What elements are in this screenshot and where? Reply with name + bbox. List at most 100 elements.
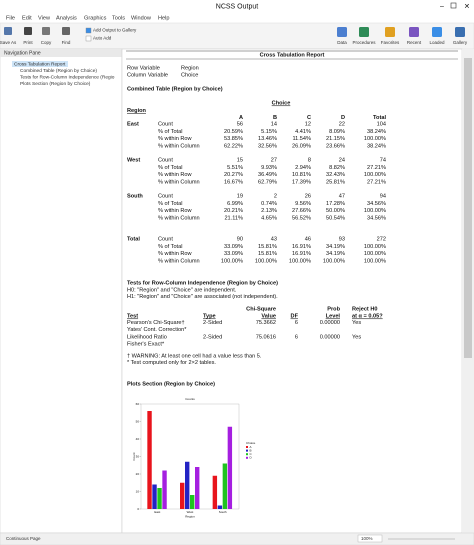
table-cell: 50.54% [326,215,345,221]
table-cell: 19 [237,193,243,199]
menu-item[interactable]: Window [131,15,152,21]
toolbar-button-label[interactable]: Copy [41,40,52,45]
menu-item[interactable]: Graphics [84,15,107,21]
zoom-level[interactable]: 100% [361,536,373,541]
footnote: * Test computed only for 2×2 tables. [127,360,216,366]
gallery-option[interactable]: Auto Add [93,36,112,41]
table-cell: 90 [237,236,243,242]
nav-item[interactable]: Plots Section (Region by Choice) [20,81,91,87]
table-cell: 33.09% [224,251,243,257]
test-header: Prob [327,306,340,312]
test-header: Type [203,313,216,319]
menu-item[interactable]: Edit [22,15,32,21]
section-title: Combined Table (Region by Choice) [127,86,223,92]
zoom-box[interactable] [357,534,383,543]
menu-item[interactable]: Help [158,15,170,21]
variable-name: Row Variable [127,65,160,71]
stat-label: % within Row [158,172,193,178]
toolbar-button-label[interactable]: Data [337,40,347,45]
toolbar-icon[interactable] [42,27,50,35]
toolbar-icon[interactable] [455,27,465,37]
column-header: A [239,115,243,121]
toolbar-button-label[interactable]: Recent [407,40,422,45]
toolbar-icon[interactable] [359,27,369,37]
minimize-button[interactable]: – [440,3,444,10]
test-cell: 75.0616 [256,334,276,340]
menu-item[interactable]: File [6,15,15,21]
toolbar-icon[interactable] [337,27,347,37]
nav-item[interactable]: Tests for Row-Column Independence (Regio [20,74,115,80]
toolbar-icon[interactable] [385,27,395,37]
gallery-icon[interactable] [85,27,92,34]
table-cell: 100.00% [255,258,277,264]
table-cell: 22 [339,121,345,127]
test-cell: 6 [295,334,298,340]
scrollbar-thumb[interactable] [464,58,472,358]
close-button[interactable]: ✕ [464,3,470,10]
stat-label: Count [158,121,173,127]
bar [162,470,167,509]
chart-title: Counts [185,397,195,401]
y-tick-label: 20 [136,472,140,476]
variable-value: Choice [181,72,198,78]
toolbar-button-label[interactable]: Loaded [429,40,445,45]
table-cell: 34.19% [326,251,345,257]
toolbar-button-label[interactable]: Find [62,40,71,45]
table-cell: 34.19% [326,244,345,250]
table-cell: 25.81% [326,179,345,185]
toolbar-button-label[interactable]: Procedures [352,40,376,45]
toolbar-button-label[interactable]: Gallery [453,40,468,45]
row-label: West [127,157,140,163]
nav-item[interactable]: Combined Table (Region by Choice) [20,68,97,74]
title-bar [0,0,474,12]
toolbar-button-label[interactable]: Print [23,40,33,45]
table-cell: 104 [377,121,386,127]
table-cell: 46 [305,236,311,242]
table-cell: 24 [339,157,345,163]
table-cell: 43 [271,236,277,242]
table-cell: 21.15% [326,136,345,142]
report-pane [121,48,463,534]
toolbar-icon[interactable] [432,27,442,37]
table-cell: 32.56% [258,143,277,149]
toolbar-button-label[interactable]: Favorites [381,40,400,45]
table-cell: 47 [339,193,345,199]
bar [222,463,228,509]
test-header: Test [127,313,138,319]
stat-label: % within Column [158,143,200,149]
table-cell: 38.24% [367,143,386,149]
legend-label: B [250,448,252,452]
menu-item[interactable]: Tools [112,15,125,21]
toolbar-icon[interactable] [409,27,419,37]
toolbar-icon[interactable] [62,27,70,35]
bar [185,461,190,509]
menu-item[interactable]: Analysis [56,15,77,21]
bar [217,505,223,509]
bar [212,475,218,509]
toolbar-button-label[interactable]: Save As [0,40,17,45]
row-label: South [127,193,143,199]
table-cell: 26 [305,193,311,199]
table-cell: 2 [274,193,277,199]
nav-item[interactable]: Cross Tabulation Report [14,61,66,67]
toolbar-icon[interactable] [4,27,12,35]
bar [180,482,185,509]
test-cell: 0.00000 [320,334,340,340]
table-cell: 100.00% [364,172,386,178]
test-header: Value [261,313,276,319]
menu-item[interactable]: View [38,15,51,21]
table-cell: 2.13% [261,208,277,214]
stat-label: % within Column [158,179,200,185]
table-cell: 62.79% [258,179,277,185]
gallery-option[interactable]: Add Output to Gallery [93,28,137,33]
toolbar-icon[interactable] [24,27,32,35]
bar [147,411,152,509]
report-title: Cross Tabulation Report [260,52,325,58]
table-cell: 62.22% [224,143,243,149]
maximize-button[interactable] [450,2,457,9]
x-axis-label: Region [185,514,195,518]
stat-label: % of Total [158,129,182,135]
table-cell: 33.09% [224,244,243,250]
gallery-icon[interactable] [85,35,92,42]
